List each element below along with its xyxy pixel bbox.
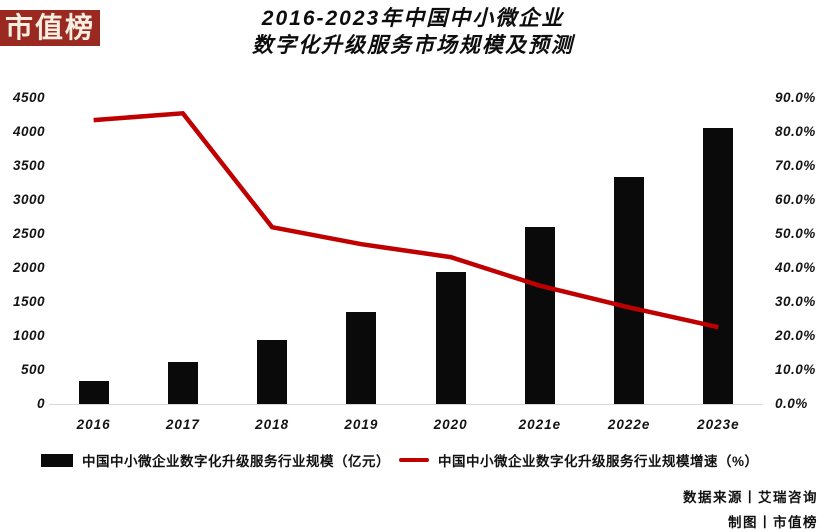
chart-title-line1: 2016-2023年中国中小微企业: [261, 7, 565, 30]
y-axis-tick-right: 70.0%: [775, 158, 816, 173]
y-axis-tick-right: 10.0%: [775, 362, 816, 377]
bar-2023e: [703, 127, 734, 404]
credit-text: 制图丨市值榜: [728, 515, 818, 530]
brand-logo-text: 市值榜: [4, 12, 95, 43]
x-axis-label-2016: 2016: [76, 417, 111, 432]
footer-credits: 数据来源丨艾瑞咨询 制图丨市值榜: [683, 485, 818, 532]
data-source-text: 数据来源丨艾瑞咨询: [683, 490, 818, 505]
line-legend-swatch: [399, 458, 429, 462]
chart-title-line2: 数字化升级服务市场规模及预测: [252, 34, 574, 57]
y-axis-tick-right: 40.0%: [775, 260, 816, 275]
bar-2016: [78, 380, 109, 404]
y-axis-tick-right: 60.0%: [775, 192, 816, 207]
y-axis-tick-right: 20.0%: [775, 328, 816, 343]
y-axis-tick-left: 500: [20, 362, 45, 377]
x-axis-label-2023e: 2023e: [697, 417, 740, 432]
bar-2019: [346, 311, 377, 404]
y-axis-tick-right: 90.0%: [775, 90, 816, 105]
legend-label-growth-rate: 中国中小微企业数字化升级服务行业规模增速（%）: [438, 454, 759, 469]
brand-logo: 市值榜: [0, 10, 100, 46]
y-axis-tick-right: 80.0%: [775, 124, 816, 139]
y-axis-tick-left: 4000: [12, 124, 45, 139]
bar-2018: [257, 340, 288, 404]
chart-title: 2016-2023年中国中小微企业 数字化升级服务市场规模及预测: [0, 5, 826, 59]
x-axis-label-2018: 2018: [255, 417, 290, 432]
y-axis-tick-right: 0.0%: [775, 396, 808, 411]
y-axis-tick-left: 3000: [12, 192, 45, 207]
y-axis-tick-left: 4500: [12, 90, 45, 105]
y-axis-tick-left: 1000: [12, 328, 45, 343]
y-axis-tick-left: 2500: [12, 226, 45, 241]
bar-2020: [435, 271, 466, 404]
y-axis-tick-right: 50.0%: [775, 226, 816, 241]
x-axis-label-2021e: 2021e: [518, 417, 562, 432]
chart-legend: 中国中小微企业数字化升级服务行业规模（亿元） 中国中小微企业数字化升级服务行业规…: [0, 450, 826, 470]
y-axis-tick-left: 0: [36, 396, 45, 411]
y-axis-tick-left: 1500: [12, 294, 45, 309]
x-axis-line: [49, 404, 763, 405]
y-axis-tick-left: 3500: [12, 158, 45, 173]
x-axis-label-2017: 2017: [165, 417, 200, 432]
y-axis-tick-left: 2000: [12, 260, 45, 275]
x-axis-label-2022e: 2022e: [607, 417, 651, 432]
bar-2021e: [524, 226, 555, 404]
legend-label-market-size: 中国中小微企业数字化升级服务行业规模（亿元）: [82, 454, 390, 469]
bar-2022e: [614, 176, 645, 404]
x-axis-label-2019: 2019: [344, 417, 379, 432]
x-axis-label-2020: 2020: [433, 417, 468, 432]
bar-2017: [167, 362, 198, 404]
y-axis-tick-right: 30.0%: [775, 294, 816, 309]
bar-legend-swatch: [41, 453, 73, 467]
